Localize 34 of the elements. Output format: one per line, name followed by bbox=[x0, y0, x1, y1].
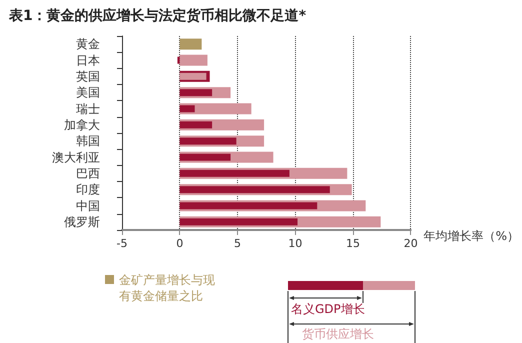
x-tick-label: 0 bbox=[176, 237, 184, 250]
bar bbox=[180, 202, 318, 210]
bar bbox=[180, 54, 208, 66]
x-tick-label: 20 bbox=[404, 237, 418, 250]
y-tick-label: 加拿大 bbox=[64, 118, 100, 132]
x-tick-label: 10 bbox=[288, 237, 302, 250]
bar bbox=[180, 186, 330, 194]
y-tick-label: 瑞士 bbox=[76, 102, 100, 116]
y-tick-label: 澳大利亚 bbox=[52, 150, 100, 164]
x-axis-title: 年均增长率（%） bbox=[424, 229, 519, 243]
text: 金矿产量增长与现有黄金储量之比 bbox=[119, 272, 216, 304]
y-tick-label: 英国 bbox=[76, 69, 100, 84]
chart-title: 表1：黄金的供应增长与法定货币相比微不足道* bbox=[8, 7, 307, 24]
y-tick-label: 印度 bbox=[76, 182, 100, 197]
bar bbox=[180, 154, 231, 161]
y-tick-label: 俄罗斯 bbox=[64, 214, 100, 229]
text: 货币供应增长 bbox=[302, 326, 374, 342]
x-tick-label: -5 bbox=[116, 237, 128, 250]
bar bbox=[180, 89, 212, 96]
text: 名义GDP增长 bbox=[291, 301, 365, 317]
bar bbox=[180, 105, 195, 112]
y-tick-label: 中国 bbox=[76, 198, 100, 213]
x-tick-label: 5 bbox=[234, 237, 241, 250]
y-tick-label: 美国 bbox=[76, 86, 100, 100]
x-tick-label: 15 bbox=[346, 237, 360, 250]
y-tick-label: 韩国 bbox=[76, 134, 100, 148]
y-tick-label: 巴西 bbox=[76, 166, 100, 180]
y-tick-label: 日本 bbox=[76, 53, 100, 68]
bar bbox=[180, 138, 236, 145]
bar bbox=[180, 218, 298, 226]
bar bbox=[180, 170, 290, 177]
bar bbox=[180, 121, 212, 128]
y-tick-label: 黄金 bbox=[76, 37, 100, 52]
bar bbox=[180, 38, 202, 50]
